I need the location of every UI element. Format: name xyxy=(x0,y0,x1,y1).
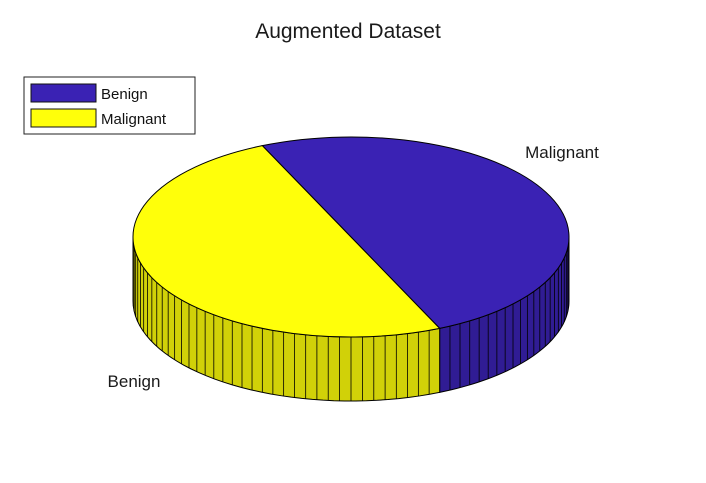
pie-slice-malignant xyxy=(132,145,441,338)
legend: Benign Malignant xyxy=(23,76,196,135)
pie-top-face xyxy=(132,136,570,338)
legend-swatch-benign xyxy=(30,83,97,103)
slice-label-malignant: Malignant xyxy=(525,143,599,162)
slice-label-benign: Benign xyxy=(108,372,161,391)
pie-slice-benign xyxy=(261,136,570,329)
chart-title: Augmented Dataset xyxy=(255,20,441,43)
pie-side-walls xyxy=(132,236,570,402)
legend-label-benign: Benign xyxy=(101,86,148,103)
legend-swatch-malignant xyxy=(30,108,97,128)
legend-label-malignant: Malignant xyxy=(101,111,167,128)
